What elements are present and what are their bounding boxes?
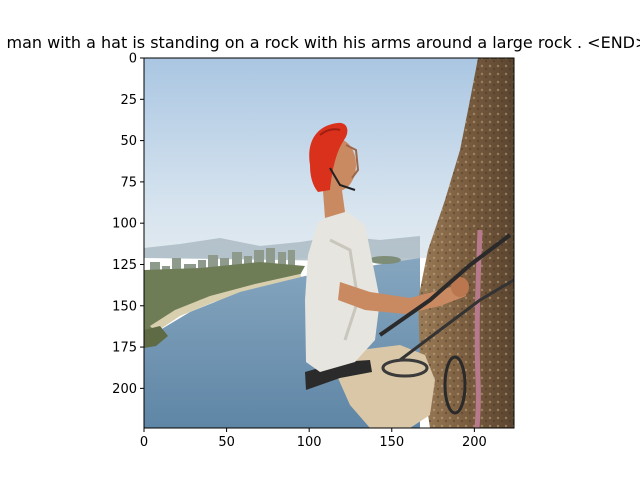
x-tick-label: 100 xyxy=(297,435,322,450)
x-tick-label: 150 xyxy=(379,435,404,450)
y-tick-label: 150 xyxy=(112,299,137,314)
climbing-gear xyxy=(378,233,512,337)
y-tick-label: 25 xyxy=(120,93,137,108)
y-tick-label: 0 xyxy=(129,52,137,67)
y-tick-label: 100 xyxy=(112,217,137,232)
climbing-rope xyxy=(474,229,483,428)
axes-frame xyxy=(143,57,515,429)
coastline xyxy=(144,262,305,336)
y-axis: 0 25 50 75 100 125 150 175 200 xyxy=(112,52,144,397)
x-tick-label: 0 xyxy=(140,435,148,450)
y-tick-label: 75 xyxy=(120,175,137,190)
climber-hand xyxy=(451,277,469,297)
figure-title: a man with a hat is standing on a rock w… xyxy=(0,33,640,52)
x-axis: 0 50 100 150 200 xyxy=(140,428,487,450)
island xyxy=(144,326,168,348)
y-tick-label: 200 xyxy=(112,382,137,397)
climber-arm xyxy=(338,282,466,314)
y-tick-label: 175 xyxy=(112,341,137,356)
beach xyxy=(150,274,302,332)
y-tick-label: 125 xyxy=(112,258,137,273)
y-tick-label: 50 xyxy=(120,134,137,149)
x-tick-label: 50 xyxy=(218,435,235,450)
climber-helmet xyxy=(309,122,348,192)
island xyxy=(369,256,401,264)
x-tick-label: 200 xyxy=(462,435,487,450)
photo xyxy=(144,58,514,428)
